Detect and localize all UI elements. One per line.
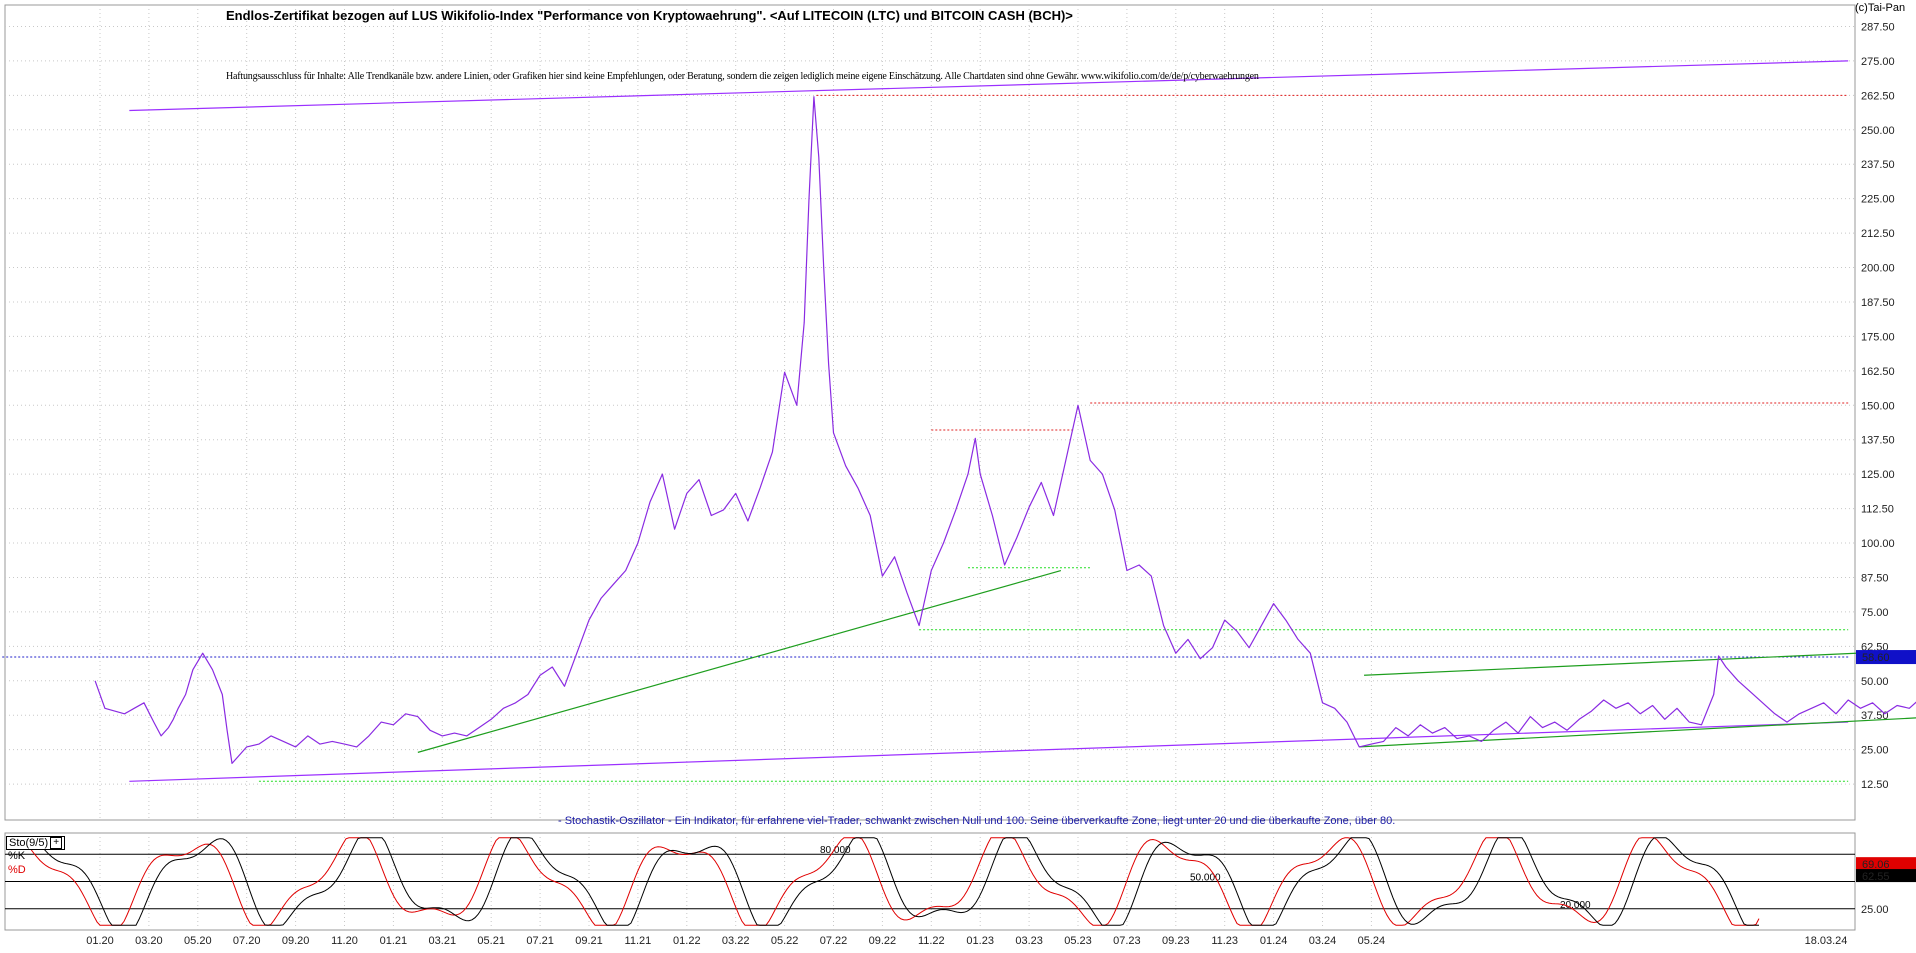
legend-d: %D — [8, 864, 26, 876]
chart-title: Endlos-Zertifikat bezogen auf LUS Wikifo… — [226, 8, 1073, 23]
stoch-d-badge-text: 62.55 — [1862, 871, 1890, 883]
y-tick-label: 237.50 — [1861, 159, 1895, 171]
osc-level-label: 50.000 — [1190, 873, 1221, 884]
x-tick-label: 05.24 — [1358, 935, 1386, 947]
y-tick-label: 100.00 — [1861, 538, 1895, 550]
stochastic-name: Sto(9/5) — [9, 837, 49, 849]
stochastic-legend[interactable]: Sto(9/5) + — [6, 836, 66, 851]
x-tick-label: 05.20 — [184, 935, 212, 947]
x-tick-label: 01.20 — [86, 935, 114, 947]
trend-channel-lower — [129, 721, 1849, 782]
stoch-k-badge — [1856, 857, 1916, 871]
y-tick-label: 187.50 — [1861, 297, 1895, 309]
support-line-upper-range — [1364, 649, 1916, 676]
y-tick-label: 162.50 — [1861, 366, 1895, 378]
x-tick-label: 09.21 — [575, 935, 603, 947]
x-tick-label: 05.23 — [1064, 935, 1092, 947]
x-tick-label: 03.22 — [722, 935, 750, 947]
x-tick-label: 11.23 — [1211, 935, 1238, 947]
x-tick-label: 01.24 — [1260, 935, 1288, 947]
osc-level-label: 20.000 — [1560, 900, 1591, 911]
stoch-d-badge — [1856, 869, 1916, 883]
x-tick-label: 09.23 — [1162, 935, 1190, 947]
last-price-badge-text: 58.60 — [1862, 652, 1890, 664]
expand-plus-icon[interactable]: + — [50, 837, 63, 850]
osc-y-tick-label: 25.00 — [1861, 904, 1889, 916]
y-tick-label: 287.50 — [1861, 21, 1895, 33]
legend-k: %K — [8, 850, 26, 862]
osc-level-label: 80.000 — [820, 845, 851, 856]
x-tick-label: 01.21 — [380, 935, 408, 947]
y-tick-label: 87.50 — [1861, 572, 1889, 584]
y-tick-label: 137.50 — [1861, 435, 1895, 447]
copyright-label: (c)Tai-Pan — [1855, 2, 1906, 14]
x-tick-label: 03.23 — [1015, 935, 1043, 947]
y-tick-label: 200.00 — [1861, 263, 1895, 275]
x-tick-label: 01.23 — [966, 935, 994, 947]
y-tick-label: 112.50 — [1861, 504, 1894, 516]
x-tick-label: 11.22 — [918, 935, 945, 947]
stochastic-k-line — [22, 837, 1759, 926]
y-tick-label: 25.00 — [1861, 745, 1889, 757]
support-line-lower-range — [1359, 717, 1916, 748]
x-tick-label: 05.21 — [477, 935, 505, 947]
x-tick-label: 01.22 — [673, 935, 701, 947]
x-tick-label: 09.20 — [282, 935, 310, 947]
y-tick-label: 250.00 — [1861, 125, 1895, 137]
x-tick-label: 07.20 — [233, 935, 261, 947]
x-tick-label: 07.23 — [1113, 935, 1141, 947]
x-tick-label-last-date: 18.03.24 — [1805, 935, 1848, 947]
x-tick-label: 09.22 — [869, 935, 897, 947]
x-tick-label: 11.20 — [331, 935, 358, 947]
price-series-line — [94, 96, 1916, 765]
price-plot-frame — [4, 4, 1856, 821]
stoch-k-badge-text: 69.06 — [1862, 859, 1890, 871]
x-tick-label: 05.22 — [771, 935, 799, 947]
oscillator-description: - Stochastik-Oszillator - Ein Indikator,… — [558, 815, 1396, 827]
y-tick-label: 225.00 — [1861, 194, 1895, 206]
y-tick-label: 75.00 — [1861, 607, 1889, 619]
support-line-rising — [417, 569, 1062, 753]
last-price-badge — [1856, 650, 1916, 665]
x-tick-label: 07.22 — [820, 935, 848, 947]
x-tick-label: 11.21 — [625, 935, 652, 947]
x-tick-label: 03.24 — [1309, 935, 1337, 947]
y-tick-label: 175.00 — [1861, 331, 1895, 343]
stochastic-d-line — [21, 837, 1760, 926]
y-tick-label: 262.50 — [1861, 90, 1895, 102]
x-tick-label: 03.21 — [429, 935, 457, 947]
y-tick-label: 150.00 — [1861, 400, 1895, 412]
disclaimer-text: Haftungsausschluss für Inhalte: Alle Tre… — [226, 71, 1259, 82]
y-tick-label: 50.00 — [1861, 676, 1889, 688]
y-tick-label: 125.00 — [1861, 469, 1895, 481]
x-tick-label: 03.20 — [135, 935, 163, 947]
y-tick-label: 12.50 — [1861, 779, 1889, 791]
y-tick-label: 275.00 — [1861, 56, 1895, 68]
x-tick-label: 07.21 — [526, 935, 554, 947]
trend-channel-upper — [129, 60, 1849, 112]
y-tick-label: 212.50 — [1861, 228, 1895, 240]
